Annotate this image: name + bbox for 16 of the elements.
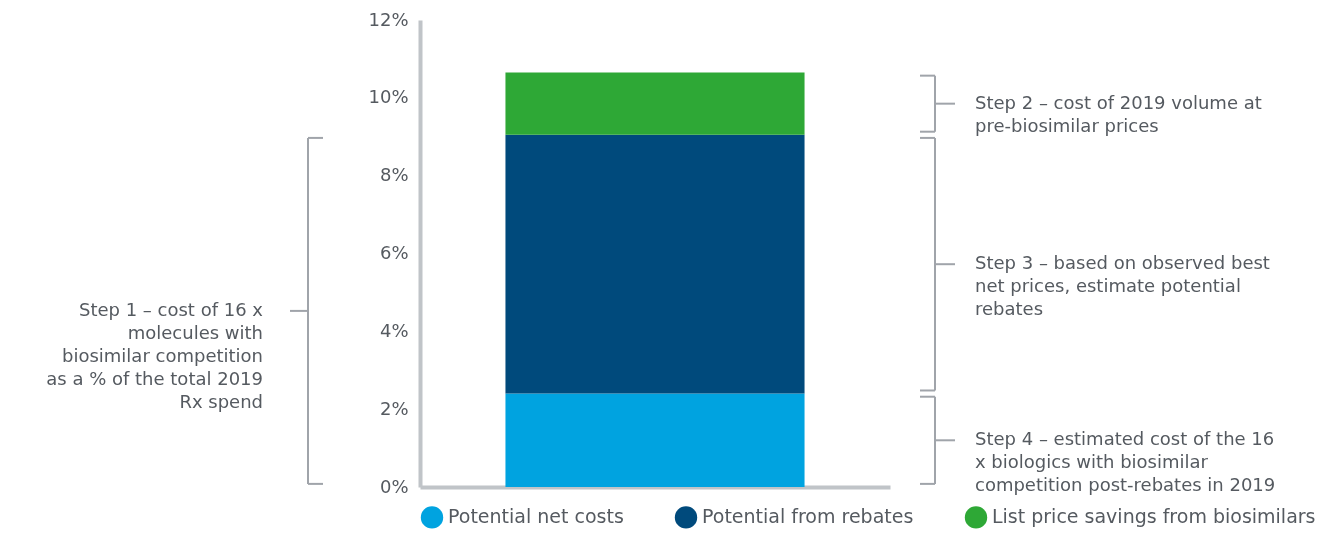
y-tick-label: 4% (379, 319, 409, 341)
y-tick-label: 0% (379, 475, 409, 497)
legend-label: Potential net costs (448, 505, 624, 528)
legend-label: List price savings from biosimilars (992, 505, 1316, 528)
text: Step 4 – estimated cost of the 16 x biologics with biosimilar competition post-rebates in 2019 (975, 428, 1276, 496)
y-tick-label: 6% (379, 242, 409, 263)
y-tick-label: 8% (379, 164, 409, 186)
y-tick-label: 10% (368, 86, 409, 108)
y-tick-label: 12% (368, 8, 409, 30)
text: Step 3 – based on observed best net prices, estimate potential rebates (975, 252, 1270, 320)
bar (505, 134, 805, 394)
y-tick-label: 2% (379, 397, 409, 419)
legend-label: Potential from rebates (702, 505, 914, 528)
text: Step 2 – cost of 2019 volume at pre-biosimilar prices (975, 91, 1262, 136)
bar (505, 72, 805, 135)
text: Step 1 – cost of 16 x molecules with biosimilar competition as a % of the total 2019 Rx spend (46, 298, 264, 412)
